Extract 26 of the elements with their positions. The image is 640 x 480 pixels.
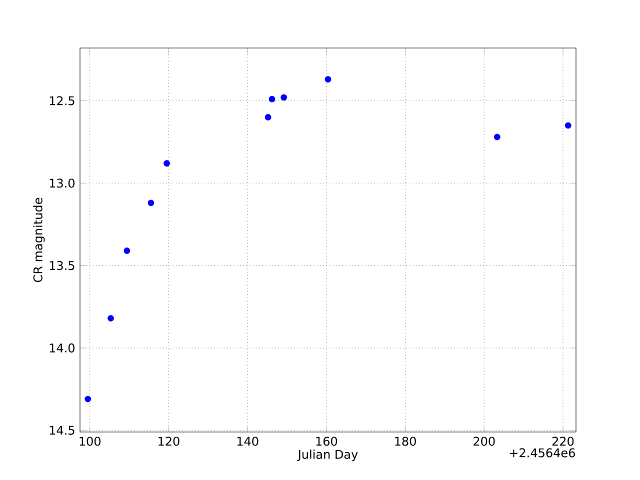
x-tick-label: 160 xyxy=(316,436,338,446)
x-tick-label: 120 xyxy=(158,436,180,446)
point xyxy=(108,315,114,322)
x-tick-label: 100 xyxy=(80,436,101,446)
point xyxy=(264,114,272,120)
x-tick-label: 140 xyxy=(237,436,258,446)
y-tick-label: 13.5 xyxy=(50,261,74,270)
point xyxy=(124,248,130,254)
point xyxy=(280,94,288,101)
text: +2.4564e6 xyxy=(510,448,575,458)
point xyxy=(84,396,92,402)
y-tick-label: 12.5 xyxy=(50,96,74,106)
point xyxy=(494,134,500,140)
y-tick-label: 13.0 xyxy=(50,178,74,188)
x-tick-label: 180 xyxy=(395,436,416,446)
point xyxy=(268,96,276,102)
y-tick-label: 14.5 xyxy=(50,426,74,435)
x-tick-label: 220 xyxy=(552,436,574,446)
point xyxy=(164,160,170,167)
x-tick-label: 200 xyxy=(474,436,495,446)
y-axis-title: CR magnitude xyxy=(33,198,45,282)
y-tick-label: 14.0 xyxy=(50,343,74,352)
point xyxy=(324,76,332,83)
x-axis-title: Julian Day xyxy=(297,450,358,462)
point xyxy=(148,200,154,206)
point xyxy=(564,122,572,129)
